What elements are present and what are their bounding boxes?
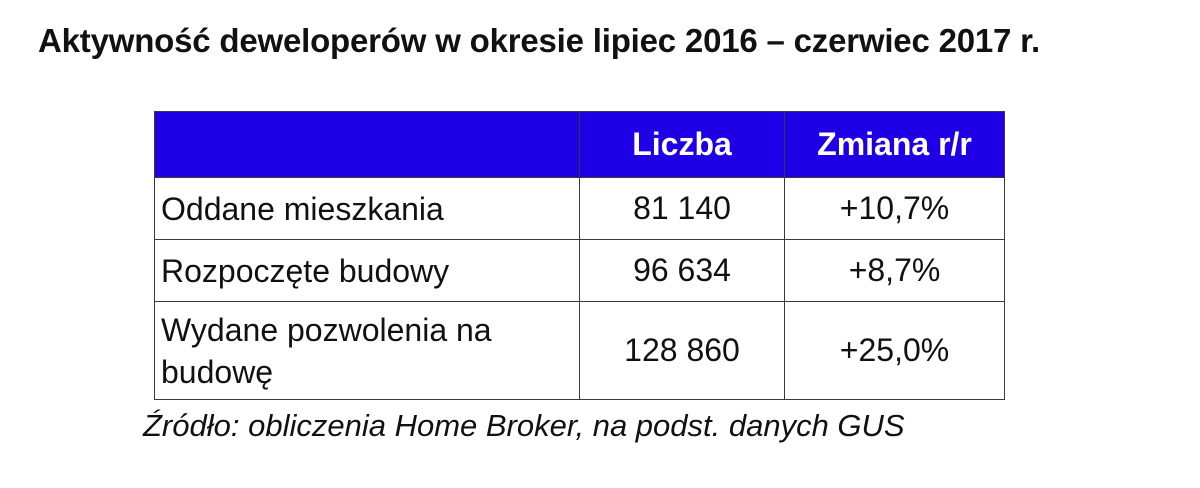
table-header-row: Liczba Zmiana r/r <box>154 111 1005 178</box>
row-value-liczba: 128 860 <box>579 301 785 400</box>
row-label: Rozpoczęte budowy <box>154 239 580 302</box>
table-row: Wydane pozwolenia na budowę 128 860 +25,… <box>154 301 1005 400</box>
table-row: Rozpoczęte budowy 96 634 +8,7% <box>154 239 1005 302</box>
row-value-liczba: 96 634 <box>579 239 785 302</box>
header-cell-liczba: Liczba <box>579 111 785 178</box>
data-table: Liczba Zmiana r/r Oddane mieszkania 81 1… <box>154 111 1005 400</box>
header-cell-empty <box>154 111 580 178</box>
row-label: Oddane mieszkania <box>154 177 580 240</box>
row-label: Wydane pozwolenia na budowę <box>154 301 580 400</box>
header-cell-zmiana: Zmiana r/r <box>784 111 1005 178</box>
table-row: Oddane mieszkania 81 140 +10,7% <box>154 177 1005 240</box>
row-value-zmiana: +25,0% <box>784 301 1005 400</box>
row-value-zmiana: +8,7% <box>784 239 1005 302</box>
row-value-liczba: 81 140 <box>579 177 785 240</box>
chart-title: Aktywność deweloperów w okresie lipiec 2… <box>38 22 1040 59</box>
source-note: Źródło: obliczenia Home Broker, na podst… <box>143 408 905 443</box>
row-value-zmiana: +10,7% <box>784 177 1005 240</box>
